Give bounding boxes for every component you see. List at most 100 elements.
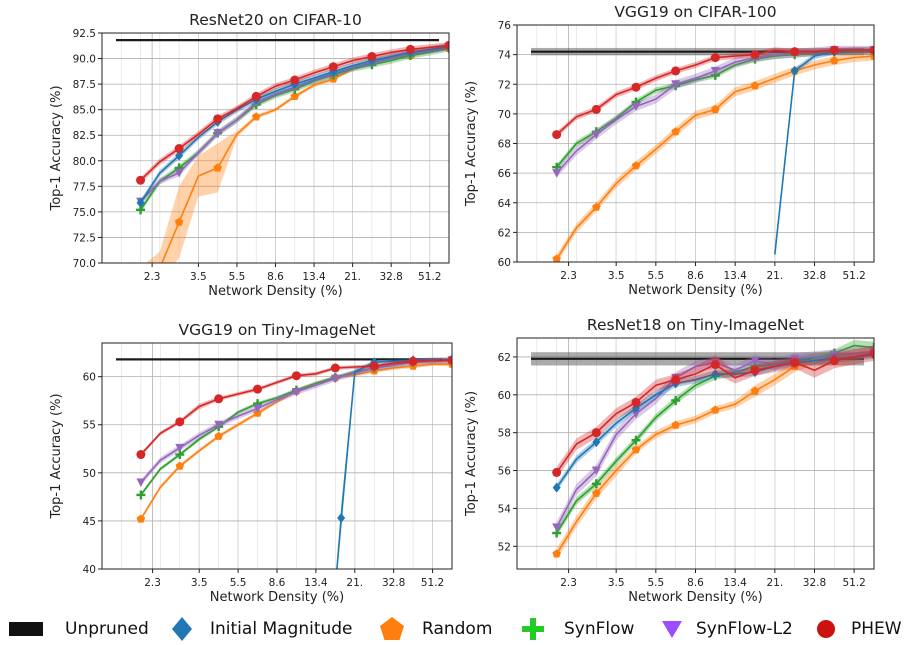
data-point: [552, 254, 561, 262]
legend-item-unpruned: Unpruned: [9, 612, 149, 645]
data-point: [591, 466, 601, 476]
data-point: [337, 513, 346, 524]
legend-label-synflow: SynFlow: [564, 618, 635, 639]
data-point: [711, 368, 720, 379]
data-point: [447, 355, 452, 365]
x-tick-label: 21.: [766, 270, 783, 282]
data-point: [631, 409, 641, 419]
chart-panel-1: 2.3 3.5 5.5 8.6 13.4 21. 32.8 51.2 70.0 72.5 75.0 7…: [49, 11, 450, 299]
data-point: [253, 384, 263, 394]
data-point: [330, 363, 340, 373]
legend-item-synflow-l2: SynFlow-L2: [660, 612, 793, 645]
legend-label-random: Random: [422, 618, 493, 639]
y-tick-label: 70.0: [73, 258, 96, 270]
legend-plus-icon: [522, 617, 544, 640]
x-tick-label: 51.2: [842, 270, 865, 282]
chart-title: ResNet20 on CIFAR-10: [189, 11, 362, 29]
legend-circle-icon: [817, 619, 835, 638]
x-tick-label: 5.5: [647, 577, 664, 589]
y-tick-label: 45: [83, 516, 96, 528]
y-tick-label: 62: [498, 227, 511, 239]
data-point: [291, 388, 301, 397]
y-tick-label: 58: [498, 428, 511, 440]
data-point: [829, 45, 839, 55]
x-axis-label: Network Density (%): [628, 283, 762, 298]
data-point: [328, 62, 338, 72]
chart-title: ResNet18 on Tiny-ImageNet: [587, 316, 804, 334]
data-point: [552, 169, 562, 178]
x-tick-label: 3.5: [608, 577, 625, 589]
data-point: [175, 150, 184, 161]
x-tick-label: 5.5: [230, 577, 247, 589]
series-phew: [552, 45, 874, 140]
x-tick-label: 2.3: [560, 270, 577, 282]
data-point: [631, 397, 641, 407]
y-tick-label: 56: [498, 466, 512, 478]
data-point: [136, 197, 145, 208]
data-point: [253, 404, 263, 413]
data-point: [631, 435, 641, 445]
y-tick-label: 66: [498, 168, 512, 180]
series-band: [140, 358, 452, 457]
chart-title: VGG19 on CIFAR-100: [614, 3, 776, 21]
y-tick-label: 70: [498, 109, 511, 121]
y-tick-label: 85.0: [73, 105, 96, 117]
data-point: [251, 91, 261, 101]
x-tick-label: 3.5: [190, 271, 207, 283]
data-point: [671, 375, 681, 385]
data-point: [830, 56, 839, 65]
y-tick-label: 52: [498, 541, 511, 553]
x-tick-label: 3.5: [608, 270, 625, 282]
data-point: [175, 417, 185, 427]
legend-label-unpruned: Unpruned: [65, 618, 149, 639]
x-tick-label: 8.6: [687, 270, 704, 282]
data-point: [671, 66, 681, 76]
legend-triangle-down-icon: [662, 620, 682, 638]
data-point: [136, 478, 146, 487]
x-tick-label: 2.3: [560, 577, 577, 589]
x-tick-label: 51.2: [418, 271, 441, 283]
data-point: [175, 461, 185, 470]
data-point: [405, 44, 415, 54]
data-point: [552, 482, 561, 493]
data-point: [552, 130, 562, 140]
data-point: [829, 356, 839, 366]
y-tick-label: 74: [498, 50, 512, 62]
data-point: [750, 81, 760, 90]
data-point: [214, 394, 224, 404]
y-tick-label: 80.0: [73, 156, 96, 168]
data-point: [591, 130, 601, 140]
y-tick-label: 76: [498, 20, 512, 32]
data-point: [136, 175, 146, 185]
y-tick-label: 72: [498, 79, 511, 91]
data-point: [291, 371, 301, 381]
legend-bar-icon: [9, 621, 43, 636]
chart-title: VGG19 on Tiny-ImageNet: [179, 321, 376, 339]
chart-panel-2: 2.3 3.5 5.5 8.6 13.4 21. 32.8 51.2 60 62 64 66 68 70 7…: [464, 3, 875, 298]
data-point: [367, 52, 377, 62]
data-point: [174, 217, 184, 226]
x-tick-label: 13.4: [302, 271, 326, 283]
x-tick-label: 8.6: [269, 577, 286, 589]
data-point: [671, 80, 681, 89]
y-tick-label: 72.5: [73, 232, 96, 244]
data-point: [790, 358, 800, 368]
y-tick-label: 60: [498, 257, 511, 269]
y-axis-label: Top-1 Accuracy (%): [464, 81, 479, 207]
data-point: [710, 66, 720, 76]
data-point: [591, 428, 601, 438]
data-point: [631, 82, 641, 92]
x-axis-label: Network Density (%): [628, 590, 762, 605]
data-point: [631, 445, 641, 454]
data-point: [330, 374, 340, 384]
data-point: [592, 202, 601, 211]
data-point: [174, 169, 184, 178]
data-point: [631, 161, 641, 170]
data-point: [671, 395, 681, 405]
series-line: [774, 49, 874, 255]
y-tick-label: 60: [498, 390, 511, 402]
data-point: [631, 102, 641, 111]
chart-panel-3: 2.3 3.5 5.5 8.6 13.4 21. 32.8 51.2 40 45 50 55 60 VGG…: [49, 321, 453, 605]
y-tick-label: 40: [83, 564, 96, 576]
y-tick-label: 62: [498, 352, 511, 364]
